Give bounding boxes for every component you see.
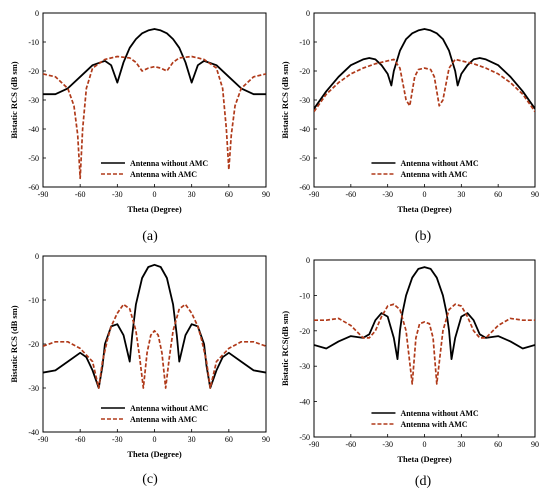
series-line-without-amc	[314, 266, 535, 361]
x-tick-label: 60	[494, 190, 502, 199]
series-line-with-amc	[314, 303, 535, 385]
y-tick-label: -10	[299, 291, 310, 300]
y-axis-label: Bistatic RCS (dB sm)	[9, 61, 19, 138]
y-tick-label: -40	[28, 125, 39, 134]
x-tick-label: 0	[423, 190, 427, 199]
x-axis-label: Theta (Degree)	[127, 204, 182, 214]
y-tick-label: -50	[299, 433, 310, 442]
legend-entry: Antenna with AMC	[400, 170, 467, 179]
y-tick-label: 0	[306, 9, 310, 18]
y-tick-label: 0	[306, 256, 310, 265]
x-axis-label: Theta (Degree)	[127, 449, 182, 459]
series-line-with-amc	[43, 55, 266, 180]
chart-panel-0: -90 -60 -30 0 30 60 90-60-50-40-30-20-100Theta…	[9, 9, 270, 244]
x-tick-label: -60	[345, 440, 356, 449]
y-tick-label: -20	[299, 327, 310, 336]
x-tick-label: 60	[225, 190, 233, 199]
x-tick-label: 90	[262, 435, 270, 444]
x-tick-label: 60	[494, 440, 502, 449]
y-tick-label: -50	[299, 154, 310, 163]
y-axis-label: Bistatic RCS (dB sm)	[280, 61, 290, 138]
x-tick-label: 90	[531, 440, 539, 449]
legend-entry: Antenna without AMC	[400, 159, 478, 168]
x-tick-label: 0	[153, 435, 157, 444]
y-tick-label: -20	[299, 67, 310, 76]
x-tick-label: 0	[153, 190, 157, 199]
x-tick-label: 30	[188, 190, 196, 199]
y-tick-label: -40	[28, 428, 39, 437]
panel-caption: (b)	[415, 229, 432, 244]
panel-caption: (d)	[415, 474, 432, 489]
y-axis-label: Bistatic RCS (dB sm)	[9, 305, 19, 382]
y-axis-label: Bistatic RCS(dB sm)	[280, 311, 290, 386]
x-tick-label: -60	[75, 435, 86, 444]
series-line-with-amc	[314, 58, 535, 113]
y-tick-label: 0	[35, 252, 39, 261]
x-axis-label: Theta (Degree)	[397, 204, 452, 214]
x-tick-label: 0	[423, 440, 427, 449]
y-tick-label: -20	[28, 340, 39, 349]
legend-entry: Antenna with AMC	[130, 170, 197, 179]
y-tick-label: -30	[28, 96, 39, 105]
y-tick-label: -10	[28, 296, 39, 305]
chart-panel-3: -90 -60 -30 0 30 60 90 -50 -40 -30 -20 -10 0 Theta (D…	[280, 256, 539, 489]
y-tick-label: -40	[299, 125, 310, 134]
legend-entry: Antenna without AMC	[400, 409, 478, 418]
x-tick-label: -90	[309, 440, 320, 449]
legend-entry: Antenna with AMC	[130, 415, 197, 424]
y-tick-label: 0	[35, 9, 39, 18]
x-tick-label: 30	[188, 435, 196, 444]
y-tick-label: -30	[28, 384, 39, 393]
x-tick-label: 30	[457, 440, 465, 449]
x-tick-label: -90	[38, 435, 49, 444]
y-tick-label: -50	[28, 154, 39, 163]
series-line-without-amc	[43, 263, 266, 389]
legend-entry: Antenna without AMC	[130, 404, 208, 413]
x-tick-label: -30	[382, 440, 393, 449]
chart-panel-2: -90 -60 -30 0 30 60 90 -40 -30 -20 -10 0 Theta (Degr…	[9, 252, 270, 487]
chart-panel-1: -90 -60 -30 0 30 60 90-60-50-40-30-20-100Theta…	[280, 9, 539, 244]
series-line-without-amc	[43, 28, 266, 96]
x-tick-label: 90	[531, 190, 539, 199]
x-tick-label: 60	[225, 435, 233, 444]
y-tick-label: -40	[299, 398, 310, 407]
x-tick-label: 90	[262, 190, 270, 199]
series-line-with-amc	[43, 303, 266, 389]
y-tick-label: -10	[299, 38, 310, 47]
y-tick-label: -60	[28, 183, 39, 192]
y-tick-label: -20	[28, 67, 39, 76]
legend-entry: Antenna with AMC	[400, 420, 467, 429]
x-tick-label: -60	[345, 190, 356, 199]
x-tick-label: -90	[38, 190, 49, 199]
x-tick-label: 30	[457, 190, 465, 199]
x-tick-label: -90	[309, 190, 320, 199]
y-tick-label: -30	[299, 96, 310, 105]
x-tick-label: -60	[75, 190, 86, 199]
panel-caption: (c)	[142, 472, 158, 487]
legend-entry: Antenna without AMC	[130, 159, 208, 168]
panel-caption: (a)	[142, 229, 158, 244]
x-tick-label: -30	[382, 190, 393, 199]
y-tick-label: -10	[28, 38, 39, 47]
series-line-without-amc	[314, 28, 535, 110]
y-tick-label: -30	[299, 362, 310, 371]
x-tick-label: -30	[112, 435, 123, 444]
x-tick-label: -30	[112, 190, 123, 199]
y-tick-label: -60	[299, 183, 310, 192]
x-axis-label: Theta (Degree)	[397, 454, 452, 464]
